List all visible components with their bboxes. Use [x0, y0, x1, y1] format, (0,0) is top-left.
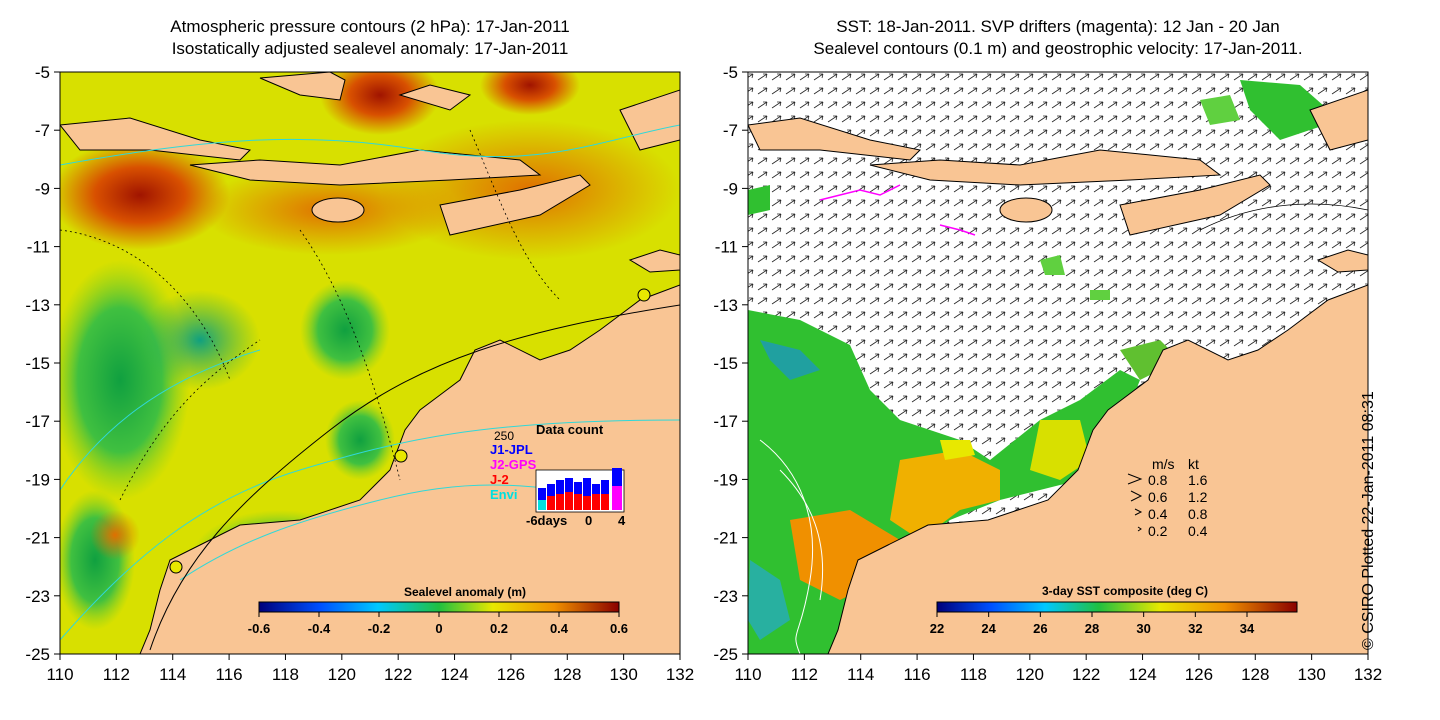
left-x-tick-label: 124 [440, 665, 468, 684]
right-y-tick-label: -9 [723, 179, 738, 198]
right-y-tick-label: -21 [713, 529, 738, 548]
left-colorbar-tick-label: -0.6 [248, 621, 270, 636]
left-y-tick-label: -15 [25, 354, 50, 373]
right-colorbar-tick-label: 22 [930, 621, 944, 636]
left-x-tick-label: 114 [159, 665, 186, 684]
speed-row-kt-4: 0.4 [1188, 523, 1208, 539]
left-colorbar-tick-label: -0.2 [368, 621, 390, 636]
inset-xlabel-left: -6days [526, 513, 567, 528]
right-y-tick-label: -15 [713, 354, 738, 373]
speed-row-ms-2: 0.6 [1148, 489, 1168, 505]
left-y-axis: -5 -7 -9 -11 -13 -15 -17 -19 -21 -23 -25 [25, 63, 60, 664]
speed-row-ms-4: 0.2 [1148, 523, 1168, 539]
left-y-tick-label: -13 [25, 296, 50, 315]
left-x-tick-label: 126 [497, 665, 525, 684]
left-map [60, 72, 680, 654]
left-x-tick-label: 118 [272, 665, 299, 684]
right-x-tick-label: 110 [734, 665, 761, 684]
right-x-tick-label: 130 [1297, 665, 1325, 684]
right-x-tick-label: 122 [1072, 665, 1100, 684]
right-x-tick-label: 128 [1241, 665, 1269, 684]
right-x-axis: 110 112 114 116 118 120 122 124 126 128 130 132 [734, 654, 1382, 684]
right-y-tick-label: -23 [713, 587, 738, 606]
left-y-tick-label: -19 [25, 470, 50, 489]
left-x-tick-label: 128 [553, 665, 581, 684]
right-x-tick-label: 132 [1354, 665, 1382, 684]
inset-bars [538, 468, 622, 510]
legend-j2-gps: J2-GPS [490, 457, 537, 472]
data-count-inset: Data count 250 J1-JPL J2-GPS J-2 Envi -6… [490, 422, 626, 528]
right-x-tick-label: 114 [847, 665, 874, 684]
right-colorbar-tick-label: 30 [1136, 621, 1150, 636]
inset-title: Data count [536, 422, 604, 437]
left-y-tick-label: -25 [25, 645, 50, 664]
left-x-tick-label: 130 [609, 665, 637, 684]
speed-row-ms-1: 0.8 [1148, 472, 1168, 488]
left-x-tick-label: 132 [666, 665, 694, 684]
left-x-tick-label: 110 [46, 665, 73, 684]
left-title-line1: Atmospheric pressure contours (2 hPa): 1… [170, 17, 570, 36]
right-y-axis: -5 -7 -9 -11 -13 -15 -17 -19 -21 -23 -25 [713, 63, 748, 664]
right-x-tick-label: 112 [791, 665, 818, 684]
right-y-tick-label: -11 [715, 238, 738, 257]
speed-legend: m/s kt 0.8 1.6 0.6 1.2 0.4 0.8 0.2 0.4 [1127, 456, 1208, 539]
legend-j1-jpl: J1-JPL [490, 442, 533, 457]
left-y-tick-label: -17 [25, 412, 50, 431]
speed-legend-header-kt: kt [1188, 456, 1199, 472]
right-colorbar-label: 3-day SST composite (deg C) [1042, 584, 1208, 598]
left-colorbar-tick-label: 0 [435, 621, 442, 636]
right-colorbar-tick-label: 32 [1188, 621, 1202, 636]
legend-envi: Envi [490, 487, 517, 502]
right-y-tick-label: -25 [713, 645, 738, 664]
right-y-tick-label: -5 [723, 63, 738, 82]
left-y-tick-label: -21 [25, 529, 50, 548]
inset-xlabel-right: 4 [618, 513, 626, 528]
right-panel-title: SST: 18-Jan-2011. SVP drifters (magenta)… [748, 16, 1368, 60]
right-title-line2: Sealevel contours (0.1 m) and geostrophi… [813, 39, 1303, 58]
left-y-tick-label: -11 [27, 238, 50, 257]
left-y-tick-label: -23 [25, 587, 50, 606]
right-x-tick-label: 124 [1128, 665, 1156, 684]
left-y-tick-label: -7 [35, 121, 50, 140]
right-y-tick-label: -13 [713, 296, 738, 315]
right-colorbar-tick-label: 34 [1240, 621, 1255, 636]
left-x-axis: 110 112 114 116 118 120 122 124 126 128 130 132 [46, 654, 694, 684]
left-y-tick-label: -9 [35, 179, 50, 198]
right-colorbar-tick-label: 24 [981, 621, 996, 636]
left-title-line2: Isostatically adjusted sealevel anomaly:… [171, 39, 569, 58]
left-x-tick-label: 122 [384, 665, 412, 684]
left-panel-title: Atmospheric pressure contours (2 hPa): 1… [60, 16, 680, 60]
left-x-tick-label: 120 [328, 665, 356, 684]
inset-xlabel-mid: 0 [585, 513, 592, 528]
right-colorbar-tick-label: 26 [1033, 621, 1047, 636]
right-x-tick-label: 116 [904, 665, 931, 684]
right-y-tick-label: -7 [723, 121, 738, 140]
speed-legend-header-ms: m/s [1152, 456, 1175, 472]
left-y-tick-label: -5 [35, 63, 50, 82]
right-colorbar: 3-day SST composite (deg C) 22 24 26 28 30 32… [930, 582, 1298, 636]
speed-row-kt-3: 0.8 [1188, 506, 1208, 522]
right-title-line1: SST: 18-Jan-2011. SVP drifters (magenta)… [836, 17, 1280, 36]
left-colorbar-tick-label: 0.4 [550, 621, 569, 636]
left-colorbar-tick-label: 0.2 [490, 621, 508, 636]
right-x-tick-label: 118 [960, 665, 987, 684]
right-colorbar-tick-label: 28 [1085, 621, 1099, 636]
legend-j-2: J-2 [490, 472, 509, 487]
speed-row-ms-3: 0.4 [1148, 506, 1168, 522]
right-map [748, 72, 1368, 654]
right-y-tick-label: -17 [713, 412, 738, 431]
left-colorbar-tick-label: 0.6 [610, 621, 628, 636]
left-colorbar-tick-label: -0.4 [308, 621, 331, 636]
left-x-tick-label: 112 [103, 665, 130, 684]
left-colorbar-label: Sealevel anomaly (m) [404, 585, 526, 599]
speed-row-kt-2: 1.2 [1188, 489, 1208, 505]
right-y-tick-label: -19 [713, 470, 738, 489]
right-x-tick-label: 126 [1185, 665, 1213, 684]
right-x-tick-label: 120 [1016, 665, 1044, 684]
left-colorbar: Sealevel anomaly (m) -0.6 -0.4 -0.2 0 0.2 0.4… [248, 585, 628, 636]
credit-label: © CSIRO Plotted 22-Jan-2011 08:31 [1360, 391, 1377, 650]
inset-ymax-label: 250 [494, 429, 514, 443]
speed-row-kt-1: 1.6 [1188, 472, 1208, 488]
left-x-tick-label: 116 [216, 665, 243, 684]
